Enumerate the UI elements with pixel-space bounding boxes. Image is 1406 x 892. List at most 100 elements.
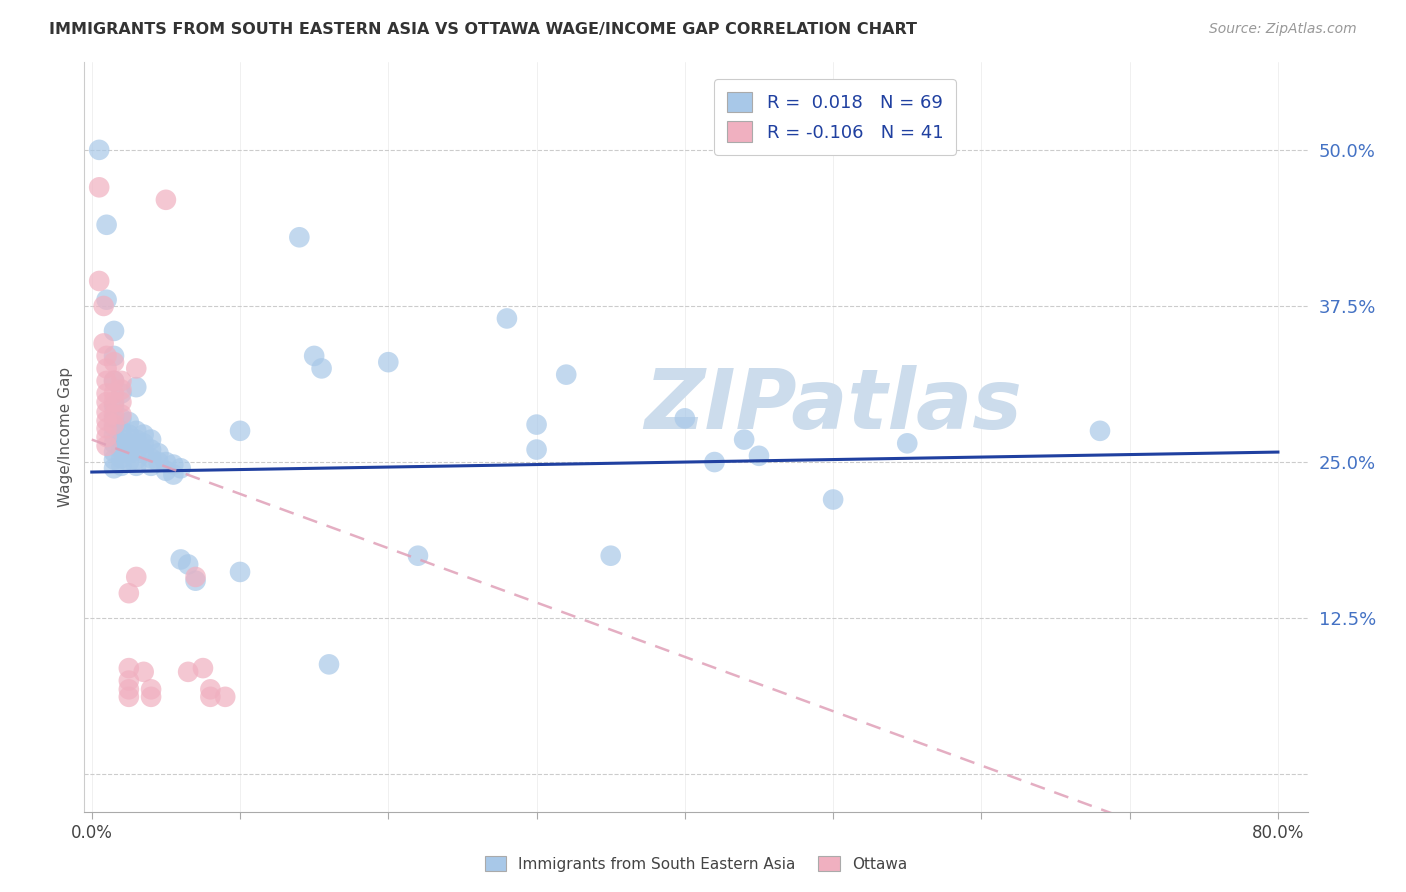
Point xyxy=(96,349,118,363)
Point xyxy=(139,458,162,473)
Point xyxy=(125,380,148,394)
Point xyxy=(110,442,132,457)
Text: Source: ZipAtlas.com: Source: ZipAtlas.com xyxy=(1209,22,1357,37)
Point xyxy=(118,673,141,688)
Point xyxy=(302,349,325,363)
Point xyxy=(118,690,141,704)
Point xyxy=(103,461,125,475)
Point xyxy=(125,570,148,584)
Point xyxy=(170,552,193,566)
Point xyxy=(96,439,118,453)
Point xyxy=(110,408,132,422)
Point xyxy=(132,427,155,442)
Point xyxy=(89,274,111,288)
Point xyxy=(162,467,184,482)
Point xyxy=(526,417,548,432)
Point xyxy=(96,293,118,307)
Point xyxy=(118,682,141,697)
Point xyxy=(110,395,132,409)
Point xyxy=(139,433,162,447)
Point xyxy=(184,574,207,588)
Point xyxy=(125,424,148,438)
Point xyxy=(526,442,548,457)
Point xyxy=(896,436,918,450)
Point xyxy=(96,218,118,232)
Point xyxy=(103,452,125,467)
Point xyxy=(377,355,399,369)
Point xyxy=(103,411,125,425)
Point xyxy=(103,355,125,369)
Point xyxy=(103,374,125,388)
Point xyxy=(103,324,125,338)
Point xyxy=(96,386,118,401)
Point xyxy=(155,193,177,207)
Point xyxy=(118,436,141,450)
Point xyxy=(1088,424,1111,438)
Point xyxy=(673,411,696,425)
Point xyxy=(318,657,340,672)
Point xyxy=(125,442,148,457)
Point xyxy=(118,661,141,675)
Point xyxy=(214,690,236,704)
Text: IMMIGRANTS FROM SOUTH EASTERN ASIA VS OTTAWA WAGE/INCOME GAP CORRELATION CHART: IMMIGRANTS FROM SOUTH EASTERN ASIA VS OT… xyxy=(49,22,917,37)
Point xyxy=(93,299,115,313)
Point xyxy=(96,395,118,409)
Point xyxy=(406,549,429,563)
Point xyxy=(118,415,141,429)
Point xyxy=(110,458,132,473)
Point xyxy=(96,374,118,388)
Point xyxy=(93,336,115,351)
Point xyxy=(132,665,155,679)
Point xyxy=(311,361,333,376)
Point xyxy=(118,427,141,442)
Point xyxy=(110,411,132,425)
Point xyxy=(118,446,141,460)
Point xyxy=(110,383,132,397)
Point xyxy=(703,455,725,469)
Point xyxy=(288,230,311,244)
Point xyxy=(103,386,125,401)
Point xyxy=(110,433,132,447)
Point xyxy=(103,395,125,409)
Point xyxy=(200,690,222,704)
Point xyxy=(139,451,162,466)
Point xyxy=(496,311,519,326)
Point xyxy=(177,665,200,679)
Point xyxy=(184,570,207,584)
Point xyxy=(118,586,141,600)
Point xyxy=(132,445,155,459)
Point xyxy=(96,430,118,444)
Point xyxy=(748,449,770,463)
Point xyxy=(96,405,118,419)
Point xyxy=(823,492,845,507)
Point xyxy=(110,374,132,388)
Point xyxy=(96,361,118,376)
Point xyxy=(103,417,125,432)
Point xyxy=(103,349,125,363)
Point xyxy=(96,414,118,428)
Point xyxy=(148,455,170,469)
Point xyxy=(148,446,170,460)
Point xyxy=(177,558,200,572)
Point xyxy=(125,361,148,376)
Point xyxy=(599,549,621,563)
Point xyxy=(110,451,132,466)
Point xyxy=(103,420,125,434)
Point xyxy=(170,461,193,475)
Point xyxy=(139,690,162,704)
Point xyxy=(125,433,148,447)
Point xyxy=(103,445,125,459)
Point xyxy=(103,399,125,413)
Point xyxy=(229,424,252,438)
Point xyxy=(139,682,162,697)
Point xyxy=(89,180,111,194)
Point xyxy=(103,408,125,422)
Point xyxy=(118,455,141,469)
Point xyxy=(125,458,148,473)
Legend: Immigrants from South Eastern Asia, Ottawa: Immigrants from South Eastern Asia, Otta… xyxy=(485,855,907,871)
Point xyxy=(555,368,578,382)
Point xyxy=(155,455,177,469)
Point xyxy=(229,565,252,579)
Point xyxy=(733,433,755,447)
Point xyxy=(162,458,184,472)
